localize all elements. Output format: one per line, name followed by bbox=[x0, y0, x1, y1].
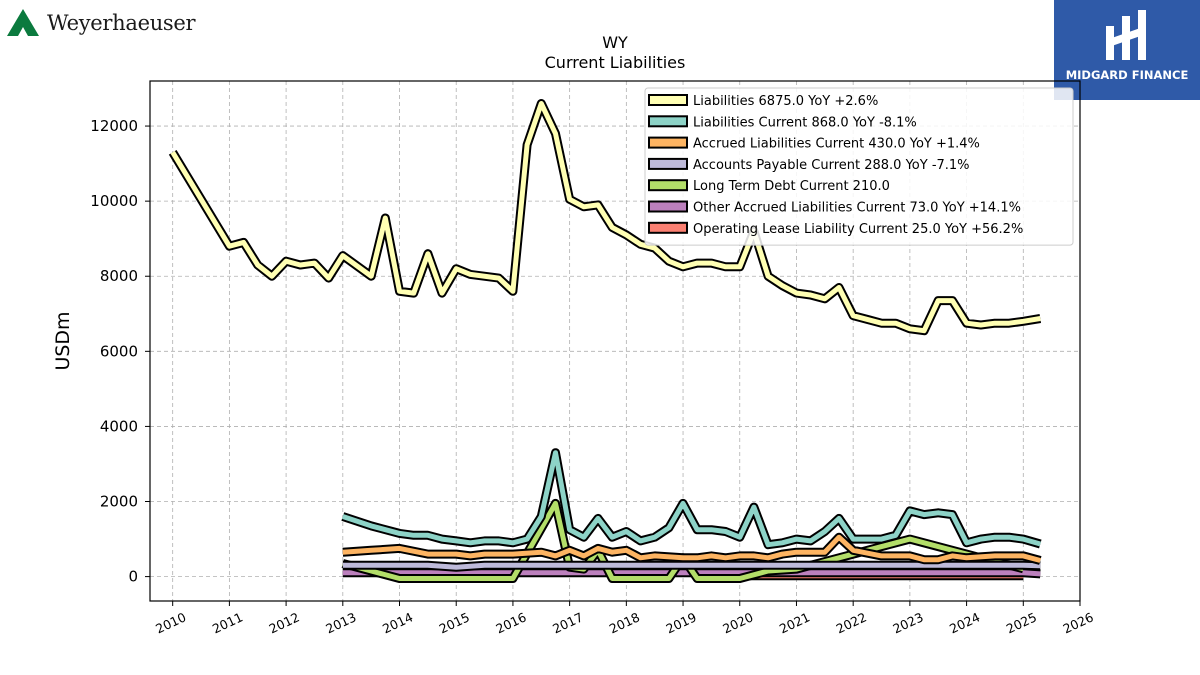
y-tick-label: 8000 bbox=[100, 267, 138, 285]
series-line bbox=[342, 560, 1041, 572]
legend-entry: Liabilities Current 868.0 YoY -8.1% bbox=[693, 115, 917, 130]
legend-entry: Accrued Liabilities Current 430.0 YoY +1… bbox=[693, 137, 980, 152]
series-line-fill bbox=[342, 562, 1041, 570]
series-line bbox=[168, 99, 1042, 336]
series-line bbox=[341, 448, 1042, 550]
legend-swatch bbox=[648, 157, 688, 170]
series-line-fill bbox=[342, 570, 1041, 577]
x-tick-label: 2022 bbox=[834, 609, 869, 636]
legend-swatch bbox=[648, 179, 688, 192]
legend-swatch bbox=[648, 94, 688, 106]
x-tick-label: 2013 bbox=[323, 609, 358, 636]
y-tick-label: 12000 bbox=[90, 117, 138, 135]
legend: Liabilities 6875.0 YoY +2.6% Liabilities … bbox=[644, 87, 1074, 246]
series-line-fill bbox=[170, 101, 1041, 334]
y-tick-label: 6000 bbox=[100, 342, 138, 360]
legend-swatch bbox=[648, 221, 688, 234]
x-tick-label: 2020 bbox=[720, 609, 755, 636]
x-tick-label: 2023 bbox=[890, 609, 925, 636]
legend-entry: Accounts Payable Current 288.0 YoY -7.1% bbox=[693, 158, 970, 173]
x-tick-label: 2017 bbox=[550, 609, 585, 636]
legend-entry: Liabilities 6875.0 YoY +2.6% bbox=[693, 94, 878, 109]
series-line bbox=[342, 568, 1041, 579]
series-line bbox=[341, 498, 1025, 583]
midgard-finance-logo-text: MIDGARD FINANCE bbox=[1065, 68, 1189, 82]
series-line-fill bbox=[342, 450, 1041, 548]
weyerhaeuser-logo: Weyerhaeuser bbox=[6, 6, 206, 42]
series-line-fill bbox=[342, 500, 1024, 581]
x-tick-label: 2011 bbox=[210, 609, 245, 636]
legend-swatch bbox=[648, 200, 688, 213]
chart-subtitle: Current Liabilities bbox=[545, 53, 686, 72]
x-tick-label: 2016 bbox=[493, 609, 528, 636]
x-tick-label: 2021 bbox=[777, 609, 812, 636]
y-axis-label: USDm bbox=[52, 311, 74, 370]
y-tick-label: 0 bbox=[128, 568, 138, 586]
chart-title: WY bbox=[602, 33, 628, 52]
y-tick-label: 2000 bbox=[100, 493, 138, 511]
legend-entry: Operating Lease Liability Current 25.0 Y… bbox=[693, 222, 1023, 237]
series-line-outline bbox=[341, 448, 1042, 550]
weyerhaeuser-logo-text: Weyerhaeuser bbox=[47, 11, 196, 35]
legend-entry: Other Accrued Liabilities Current 73.0 Y… bbox=[693, 201, 1021, 216]
x-tick-label: 2025 bbox=[1004, 609, 1039, 636]
x-tick-label: 2026 bbox=[1061, 609, 1096, 636]
y-tick-label: 4000 bbox=[100, 417, 138, 435]
plot-frame bbox=[149, 80, 1081, 602]
y-tick-label: 10000 bbox=[90, 192, 138, 210]
x-tick-label: 2015 bbox=[437, 609, 472, 636]
legend-entry: Long Term Debt Current 210.0 bbox=[693, 179, 890, 194]
y-axis-ticks: 0 2000 4000 6000 8000 10000 12000 bbox=[90, 117, 150, 586]
x-axis-ticks: 2010 2011 2012 2013 2014 2015 2016 2017 2018 2019… bbox=[153, 601, 1096, 636]
series-lines bbox=[168, 99, 1042, 583]
x-tick-label: 2012 bbox=[267, 609, 302, 636]
x-tick-label: 2018 bbox=[607, 609, 642, 636]
legend-swatch bbox=[648, 115, 688, 128]
midgard-finance-logo: MIDGARD FINANCE bbox=[1054, 0, 1200, 100]
legend-swatch bbox=[648, 136, 688, 149]
midgard-mark-icon bbox=[1106, 10, 1146, 60]
x-tick-label: 2014 bbox=[380, 609, 415, 636]
legend-box bbox=[644, 87, 1074, 246]
x-tick-label: 2024 bbox=[947, 609, 982, 636]
x-tick-label: 2010 bbox=[153, 609, 188, 636]
tree-logo-icon bbox=[7, 9, 39, 36]
series-line bbox=[342, 532, 1042, 565]
x-tick-label: 2019 bbox=[664, 609, 699, 636]
series-line-fill bbox=[342, 534, 1041, 563]
